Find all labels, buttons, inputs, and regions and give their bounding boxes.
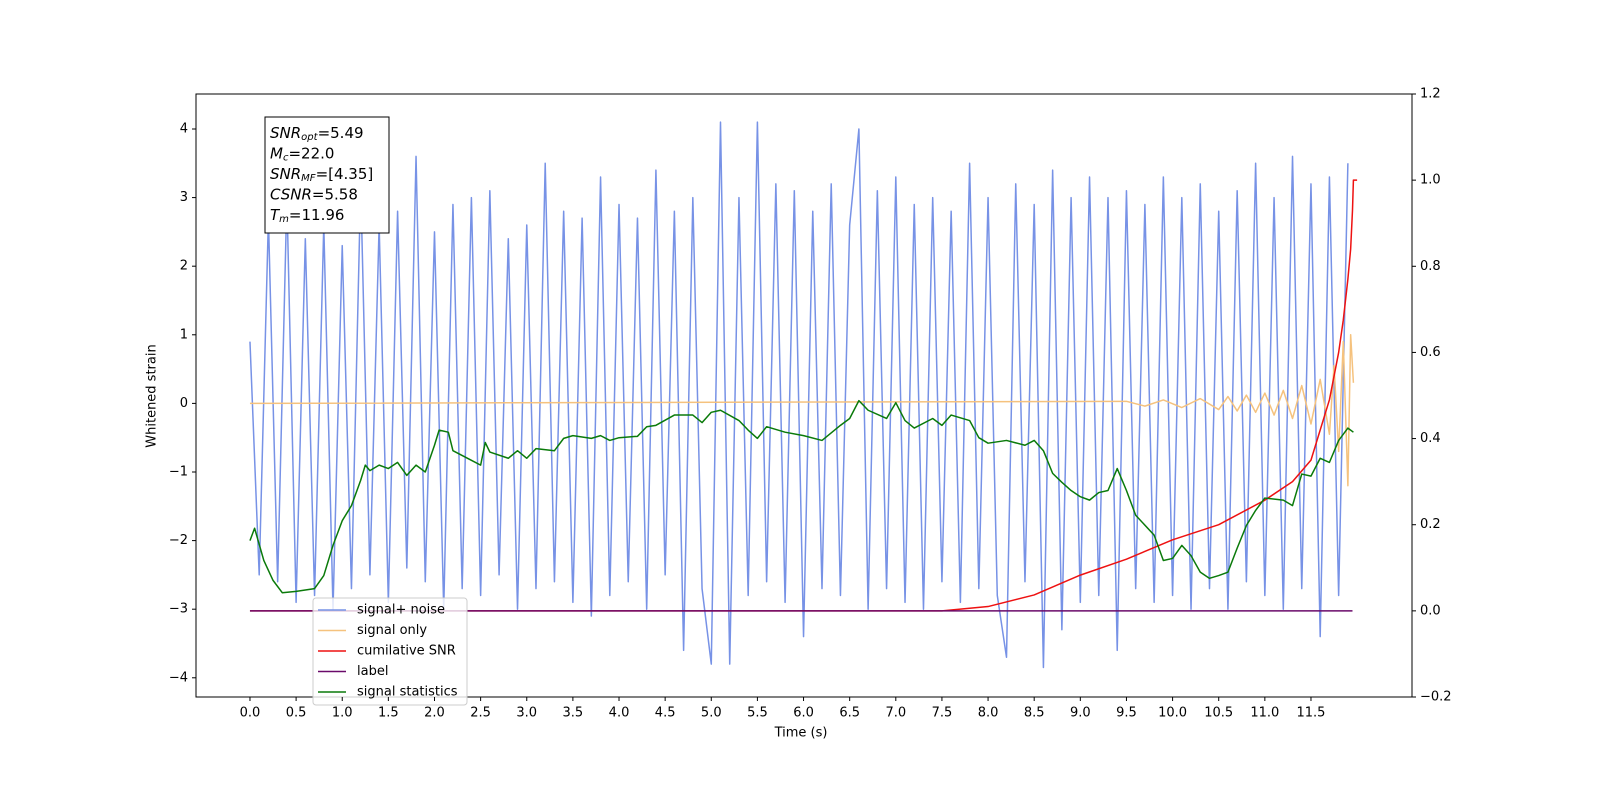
x-tick-label: 2.0 — [424, 706, 445, 721]
x-tick-label: 7.5 — [932, 706, 953, 721]
annotation-subscript: MF — [301, 173, 316, 184]
x-tick-label: 6.5 — [839, 706, 860, 721]
series-line — [249, 121, 1349, 669]
y-tick-label: 1 — [180, 327, 188, 342]
y2-tick-label: 1.2 — [1420, 87, 1441, 102]
x-tick-label: 9.0 — [1070, 706, 1091, 721]
annotation-symbol: SNR — [270, 124, 301, 142]
x-tick-label: 1.0 — [332, 706, 353, 721]
annotation-subscript: opt — [301, 132, 318, 143]
y-axis-label: Whitened strain — [145, 344, 160, 447]
legend-label: label — [357, 664, 388, 679]
x-tick-label: 5.0 — [701, 706, 722, 721]
x-tick-label: 1.5 — [378, 706, 399, 721]
plot-area — [249, 121, 1358, 669]
y2-tick-label: 0.2 — [1420, 517, 1441, 532]
y-tick-label: −1 — [169, 464, 188, 479]
y2-tick-label: 1.0 — [1420, 173, 1441, 188]
annotation-frame — [264, 116, 390, 234]
series-line — [249, 399, 1354, 594]
annotation-value: =11.96 — [289, 206, 345, 224]
x-tick-label: 11.0 — [1250, 706, 1279, 721]
legend-frame — [312, 597, 468, 706]
y2-tick-label: 0.0 — [1420, 603, 1441, 618]
x-tick-label: 6.0 — [793, 706, 814, 721]
x-tick-label: 0.5 — [286, 706, 307, 721]
x-tick-label: 10.0 — [1158, 706, 1187, 721]
y2-tick-label: 0.6 — [1420, 345, 1441, 360]
annotation-value: =[4.35] — [316, 165, 374, 183]
y-tick-label: 2 — [180, 259, 188, 274]
annotation-text: SNRMF=[4.35] — [270, 165, 373, 185]
annotation-text: Tm=11.96 — [270, 206, 344, 226]
annotation-subscript: c — [283, 153, 289, 164]
x-tick-label: 2.5 — [470, 706, 491, 721]
legend-label: signal statistics — [357, 685, 458, 700]
x-tick-label: 3.0 — [516, 706, 537, 721]
annotation-text: CSNR=5.58 — [270, 185, 358, 203]
legend-label: signal only — [357, 623, 427, 638]
x-tick-label: 4.5 — [655, 706, 676, 721]
annotation-value: =5.58 — [312, 185, 358, 203]
annotation-symbol: M — [270, 144, 283, 162]
x-tick-label: 3.5 — [563, 706, 584, 721]
x-axis-label: Time (s) — [774, 726, 828, 741]
y2-tick-label: −0.2 — [1420, 690, 1452, 705]
x-tick-label: 9.5 — [1116, 706, 1137, 721]
series-line — [249, 334, 1355, 487]
legend: signal+ noise signal only cumilative SNR la… — [312, 597, 468, 706]
y2-tick-label: 0.8 — [1420, 259, 1441, 274]
y-tick-label: −3 — [169, 602, 188, 617]
series-line — [249, 179, 1358, 612]
x-tick-label: 5.5 — [747, 706, 768, 721]
annotation-symbol: T — [270, 206, 281, 224]
annotation-symbol: CSNR — [270, 185, 312, 203]
annotation-value: =22.0 — [288, 144, 334, 162]
x-tick-label: 7.0 — [885, 706, 906, 721]
x-tick-label: 4.0 — [609, 706, 630, 721]
annotation-text: SNRopt=5.49 — [270, 124, 364, 144]
x-tick-label: 10.5 — [1204, 706, 1233, 721]
x-tick-label: 8.0 — [978, 706, 999, 721]
y-tick-label: 3 — [180, 190, 188, 205]
y-tick-label: 4 — [180, 121, 188, 136]
x-tick-label: 0.0 — [240, 706, 261, 721]
y-tick-label: −4 — [169, 670, 188, 685]
legend-label: cumilative SNR — [357, 644, 456, 659]
x-tick-label: 8.5 — [1024, 706, 1045, 721]
annotation-text: Mc=22.0 — [270, 144, 334, 164]
y2-tick-label: 0.4 — [1420, 431, 1441, 446]
annotation-symbol: SNR — [270, 165, 301, 183]
y-tick-label: −2 — [169, 533, 188, 548]
y-tick-label: 0 — [180, 396, 188, 411]
annotation-value: =5.49 — [318, 124, 364, 142]
annotation-subscript: m — [279, 214, 289, 225]
annotation-box: SNRopt=5.49Mc=22.0SNRMF=[4.35]CSNR=5.58T… — [264, 116, 390, 234]
x-tick-label: 11.5 — [1296, 706, 1325, 721]
legend-label: signal+ noise — [357, 603, 445, 618]
